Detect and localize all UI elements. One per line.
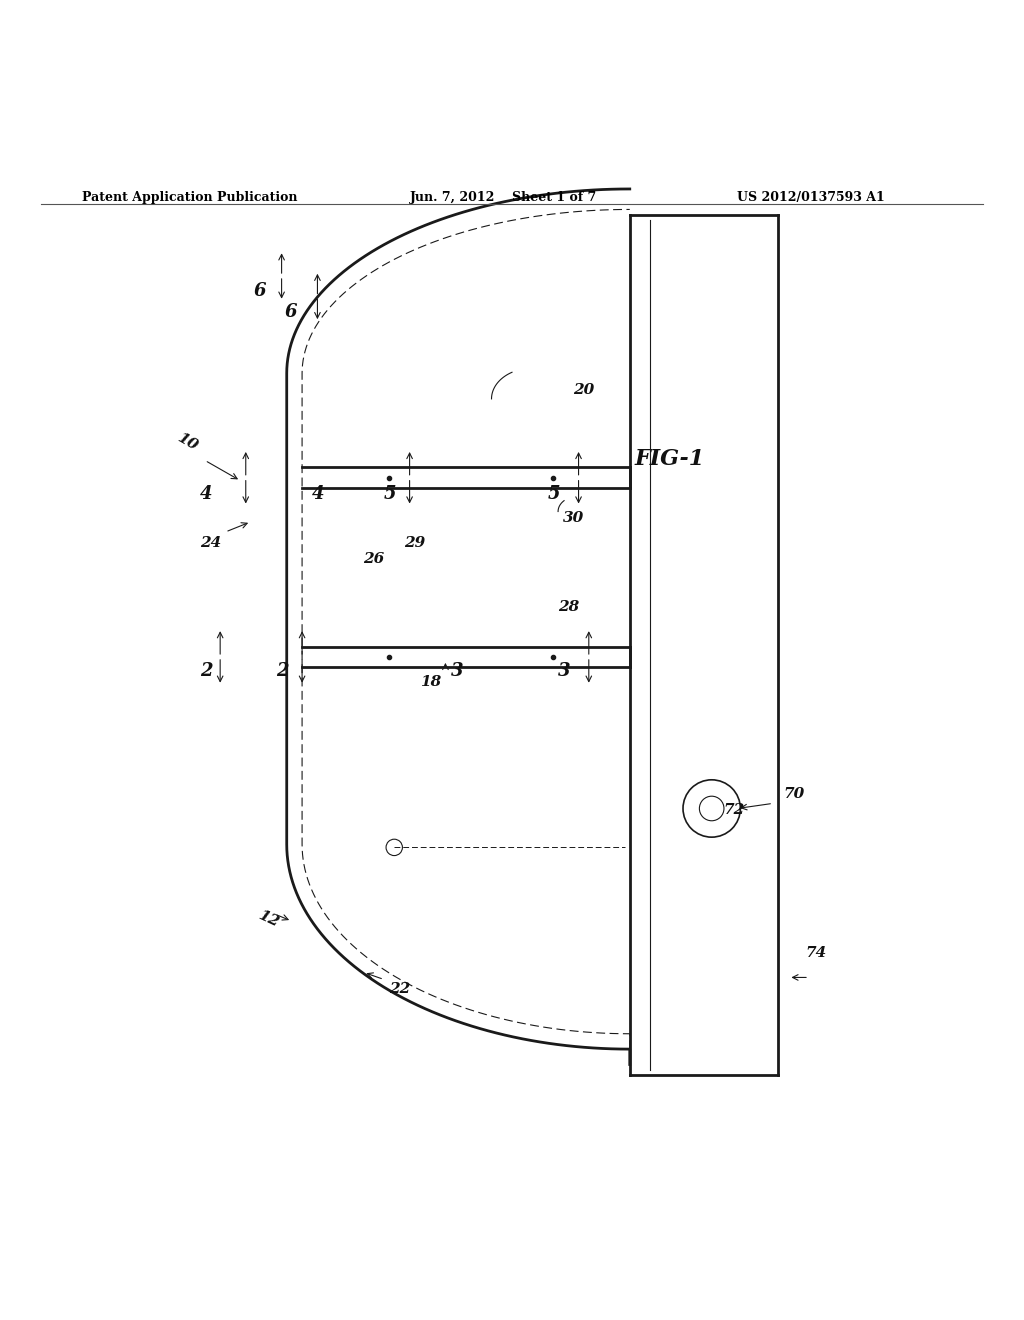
Text: 4: 4 — [200, 486, 212, 503]
Text: 3: 3 — [558, 663, 570, 680]
Text: 26: 26 — [364, 552, 385, 566]
Text: 29: 29 — [404, 536, 426, 550]
Text: 3: 3 — [451, 663, 463, 680]
Text: 70: 70 — [783, 787, 805, 801]
Text: 6: 6 — [285, 304, 297, 321]
Text: 22: 22 — [389, 982, 411, 995]
Text: 18: 18 — [420, 675, 441, 689]
Text: 6: 6 — [254, 282, 266, 301]
Text: Patent Application Publication: Patent Application Publication — [82, 191, 297, 205]
Text: FIG-1: FIG-1 — [635, 449, 706, 470]
Text: 4: 4 — [312, 486, 325, 503]
Text: 5: 5 — [384, 486, 396, 503]
Text: 72: 72 — [723, 803, 744, 817]
Text: 2: 2 — [276, 663, 289, 680]
Text: 2: 2 — [200, 663, 212, 680]
Text: 5: 5 — [548, 486, 560, 503]
Text: Sheet 1 of 7: Sheet 1 of 7 — [512, 191, 596, 205]
Text: Jun. 7, 2012: Jun. 7, 2012 — [410, 191, 495, 205]
Text: 12: 12 — [256, 908, 282, 929]
Text: US 2012/0137593 A1: US 2012/0137593 A1 — [737, 191, 885, 205]
Text: 30: 30 — [563, 511, 585, 525]
Text: 20: 20 — [573, 383, 595, 397]
Text: 74: 74 — [806, 946, 827, 960]
Text: 28: 28 — [558, 599, 580, 614]
Text: 10: 10 — [174, 430, 200, 453]
Text: 24: 24 — [200, 536, 221, 550]
